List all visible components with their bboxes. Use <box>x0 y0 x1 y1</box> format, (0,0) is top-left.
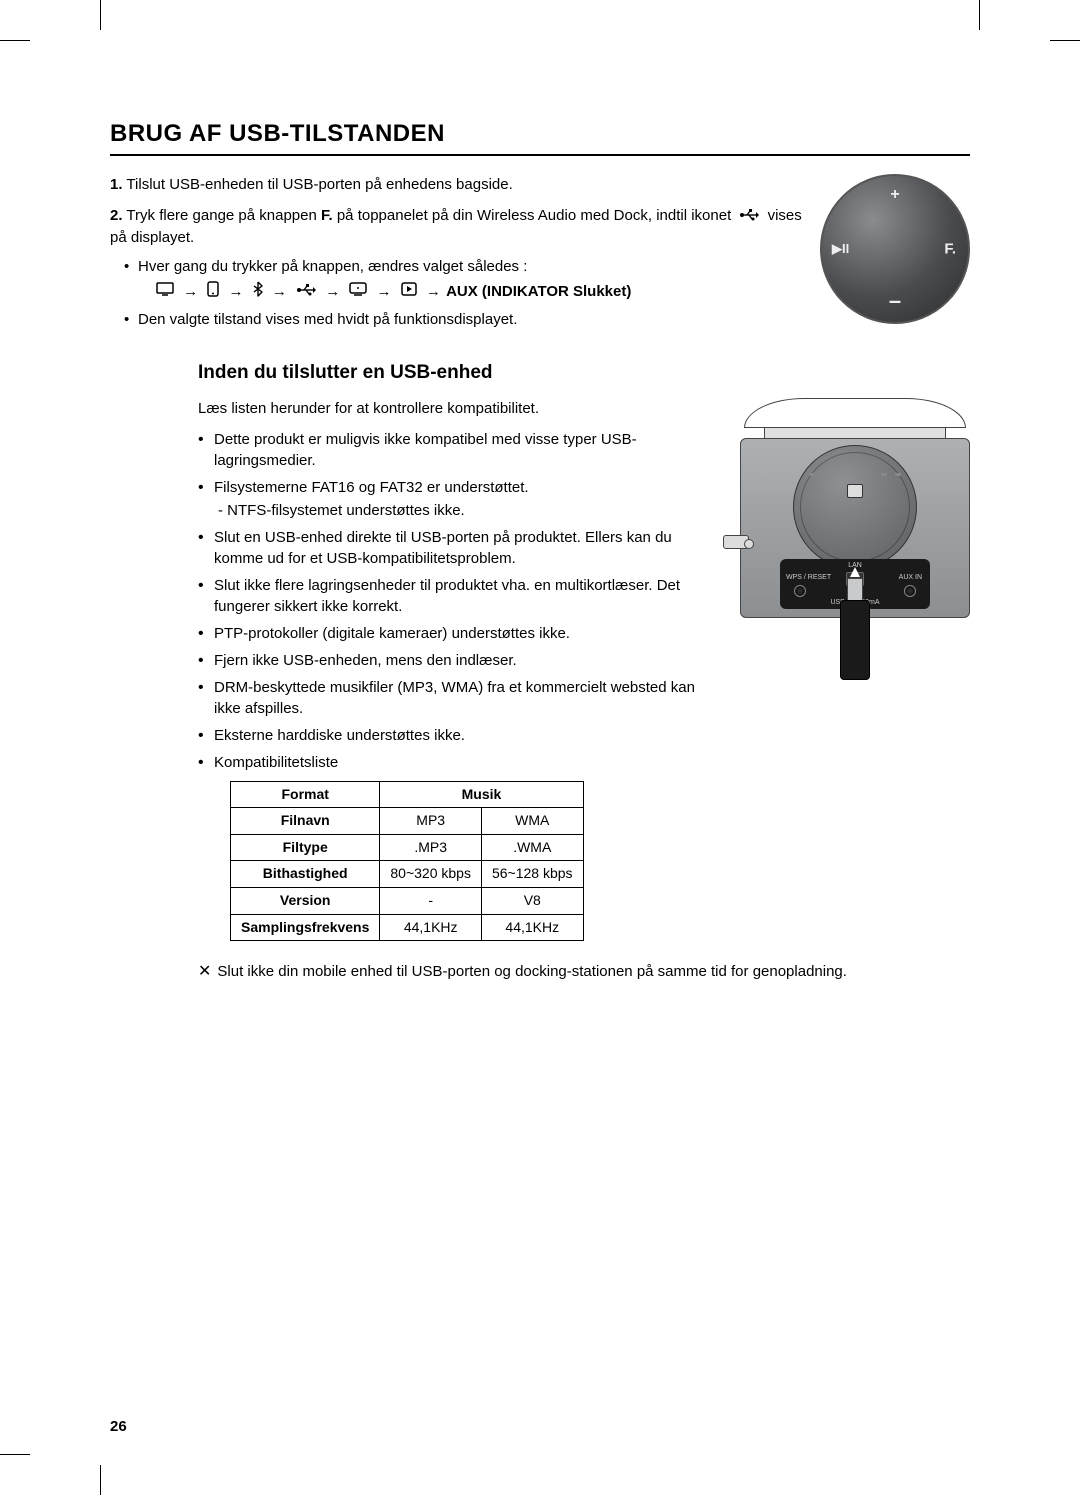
bullet: PTP-protokoller (digitale kameraer) unde… <box>198 623 720 644</box>
row-label: Samplingsfrekvens <box>231 914 380 941</box>
bullet: Dette produkt er muligvis ikke kompatibe… <box>198 429 720 471</box>
monitor-icon <box>349 281 367 302</box>
usb-icon <box>739 206 759 227</box>
bullet-text: Kompatibilitetsliste <box>214 754 338 771</box>
note-text: Slut ikke din mobile enhed til USB-porte… <box>217 963 847 980</box>
bluetooth-icon <box>253 281 263 303</box>
cell: MP3 <box>380 808 482 835</box>
footer-note: ✕ Slut ikke din mobile enhed til USB-port… <box>198 961 970 983</box>
sub-heading: Inden du tilslutter en USB-enhed <box>110 362 970 384</box>
step-1: 1. Tilslut USB-enheden til USB-porten på… <box>110 174 802 195</box>
steps-list: 1. Tilslut USB-enheden til USB-porten på… <box>110 174 802 330</box>
cell: V8 <box>481 887 583 914</box>
bullet: Filsystemerne FAT16 og FAT32 er understø… <box>198 477 720 521</box>
bullet: Slut en USB-enhed direkte til USB-porten… <box>198 527 720 569</box>
mode-sequence: → → → → → → AUX (INDIKATOR Slukket) <box>138 281 802 303</box>
page-number: 26 <box>110 1418 127 1435</box>
arrow-icon: → <box>229 281 244 302</box>
aux-jack-icon <box>904 585 916 597</box>
step-2-sub1: Hver gang du trykker på knappen, ændres … <box>124 256 802 303</box>
th-musik: Musik <box>380 781 583 808</box>
arrow-icon: → <box>183 281 198 302</box>
f-key: F. <box>321 207 333 224</box>
sub-text: Hver gang du trykker på knappen, ændres … <box>138 258 527 275</box>
row-label: Filtype <box>231 834 380 861</box>
lan-port-icon <box>847 484 863 498</box>
cell: WMA <box>481 808 583 835</box>
step-number: 2. <box>110 207 123 224</box>
cell: .WMA <box>481 834 583 861</box>
device-illustration: LAN WPS / RESET AUX IN USB 5V 500mA <box>740 398 970 618</box>
row-label: Version <box>231 887 380 914</box>
cell: 44,1KHz <box>380 914 482 941</box>
device-neck <box>764 428 946 438</box>
bullet: Eksterne harddiske understøttes ikke. <box>198 725 720 746</box>
usb-stick-icon <box>840 578 870 680</box>
compat-table: Format Musik Filnavn MP3 WMA Filtype .MP… <box>230 781 584 942</box>
dial-f: F. <box>944 241 956 258</box>
phone-icon <box>207 281 219 303</box>
step-2-sub2: Den valgte tilstand vises med hvidt på f… <box>124 309 802 330</box>
step-text: på toppanelet på din Wireless Audio med … <box>333 207 736 224</box>
dial-illustration: + – ▶II F. <box>820 174 970 324</box>
main-heading: BRUG AF USB-TILSTANDEN <box>110 120 970 156</box>
cell: 44,1KHz <box>481 914 583 941</box>
cell: 80~320 kbps <box>380 861 482 888</box>
dial-play: ▶II <box>832 241 849 257</box>
bullet: Kompatibilitetsliste Format Musik Filnav… <box>198 752 720 942</box>
th-format: Format <box>231 781 380 808</box>
step-text: Tryk flere gange på knappen <box>126 207 321 224</box>
bullet-text: Filsystemerne FAT16 og FAT32 er understø… <box>214 479 529 496</box>
arrow-icon: → <box>272 281 287 302</box>
x-icon: ✕ <box>198 963 211 980</box>
panel-aux-label: AUX IN <box>899 574 922 581</box>
step-2: 2. Tryk flere gange på knappen F. på top… <box>110 205 802 330</box>
bullet-sub: - NTFS-filsystemet understøttes ikke. <box>214 500 720 521</box>
side-jack-icon <box>723 535 749 549</box>
row-label: Filnavn <box>231 808 380 835</box>
dial-plus: + <box>890 186 899 204</box>
device-top <box>744 398 966 428</box>
panel-wps-label: WPS / RESET <box>786 574 831 581</box>
cell: .MP3 <box>380 834 482 861</box>
dial-minus: – <box>889 288 901 314</box>
row-label: Bithastighed <box>231 861 380 888</box>
arrow-icon: → <box>377 281 392 302</box>
cell: - <box>380 887 482 914</box>
arrow-icon: → <box>325 281 340 302</box>
usb-icon <box>296 281 316 302</box>
wps-jack-icon <box>794 585 806 597</box>
tv-icon <box>156 281 174 302</box>
arrow-up-icon <box>850 567 860 577</box>
dlna-icon <box>401 281 417 302</box>
arrow-icon: → <box>426 281 441 302</box>
bullet: DRM-beskyttede musikfiler (MP3, WMA) fra… <box>198 677 720 719</box>
step-text: Tilslut USB-enheden til USB-porten på en… <box>126 176 512 193</box>
intro-text: Læs listen herunder for at kontrollere k… <box>198 398 720 419</box>
device-dial <box>793 445 917 569</box>
bullet: Slut ikke flere lagringsenheder til prod… <box>198 575 720 617</box>
cell: 56~128 kbps <box>481 861 583 888</box>
step-number: 1. <box>110 176 123 193</box>
aux-text: AUX (INDIKATOR Slukket) <box>446 283 631 300</box>
bullet: Fjern ikke USB-enheden, mens den indlæse… <box>198 650 720 671</box>
compat-list: Dette produkt er muligvis ikke kompatibe… <box>198 429 720 942</box>
